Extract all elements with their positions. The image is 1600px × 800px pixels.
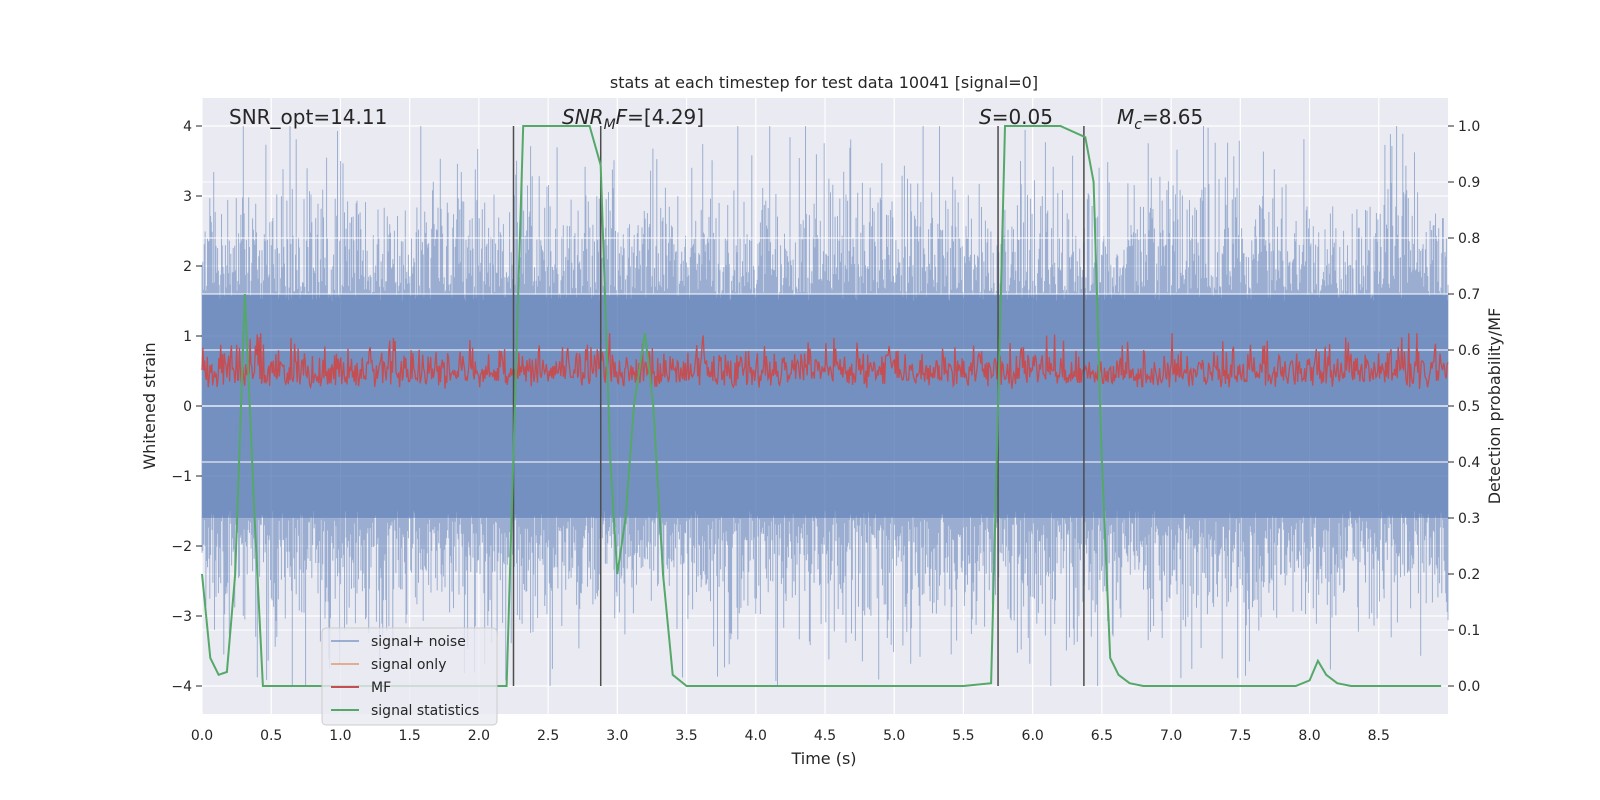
chart-title: stats at each timestep for test data 100… <box>610 73 1038 92</box>
y-tick-label: −2 <box>171 539 192 555</box>
y2-tick-label: 0.3 <box>1458 511 1480 527</box>
annotation-snr-mf-rest: =[4.29] <box>627 105 704 129</box>
y2-tick-label: 0.8 <box>1458 231 1480 247</box>
annotation-mc-main: M <box>1117 105 1134 129</box>
y2-tick-label: 1.0 <box>1458 119 1480 135</box>
y2-tick-label: 0.5 <box>1458 399 1480 415</box>
annotation-snr-mf-main: SNR <box>562 105 604 129</box>
legend-label-signal-statistics: signal statistics <box>371 703 479 719</box>
y-tick-label: 3 <box>183 189 192 205</box>
annotation-snr-mf: SNRMF=[4.29] <box>562 105 704 133</box>
y-axis-ticks: 4 3 2 1 0 −1 −2 −3 −4 <box>171 119 202 695</box>
annotation-snr-mf-sub: M <box>604 117 616 133</box>
annotation-snr-opt: SNR_opt=14.11 <box>229 105 387 129</box>
annotation-mc-sub: c <box>1134 117 1142 133</box>
x-tick-label: 1.5 <box>399 728 421 744</box>
y2-axis-label: Detection probability/MF <box>1485 308 1504 505</box>
y2-tick-label: 0.0 <box>1458 679 1480 695</box>
y-tick-label: 4 <box>183 119 192 135</box>
y2-tick-label: 0.9 <box>1458 175 1480 191</box>
x-tick-label: 6.5 <box>1091 728 1113 744</box>
annotation-s-rest: =0.05 <box>992 105 1053 129</box>
annotation-snr-mf-rest-italic: F <box>616 105 628 129</box>
annotation-s-main: S <box>979 105 992 129</box>
x-axis-ticks: 0.0 0.5 1.0 1.5 2.0 2.5 3.0 3.5 4.0 4.5 5.0 5.5 6.0 6… <box>191 728 1390 744</box>
legend-label-mf: MF <box>371 680 391 696</box>
y-tick-label: 2 <box>183 259 192 275</box>
y2-tick-label: 0.2 <box>1458 567 1480 583</box>
x-tick-label: 8.0 <box>1298 728 1320 744</box>
x-tick-label: 4.5 <box>814 728 836 744</box>
noise-trace <box>201 126 1449 686</box>
x-tick-label: 3.5 <box>675 728 697 744</box>
annotation-s: S=0.05 <box>979 105 1053 129</box>
x-tick-label: 0.0 <box>191 728 213 744</box>
y2-tick-label: 0.7 <box>1458 287 1480 303</box>
x-tick-label: 8.5 <box>1368 728 1390 744</box>
x-tick-label: 5.5 <box>952 728 974 744</box>
series-signal-plus-noise <box>201 126 1449 686</box>
x-axis-label: Time (s) <box>790 749 856 768</box>
x-tick-label: 5.0 <box>883 728 905 744</box>
y-tick-label: −4 <box>171 679 192 695</box>
y2-axis-ticks: 1.0 0.9 0.8 0.7 0.6 0.5 0.4 0.3 0.2 0.1 0.0 <box>1448 119 1480 695</box>
legend-label-signal-only: signal only <box>371 657 446 673</box>
x-tick-label: 2.5 <box>537 728 559 744</box>
y-tick-label: 0 <box>183 399 192 415</box>
x-tick-label: 4.0 <box>745 728 767 744</box>
legend-label-signal-plus-noise: signal+ noise <box>371 634 466 650</box>
annotation-mc-rest: =8.65 <box>1142 105 1203 129</box>
annotation-mc: Mc=8.65 <box>1117 105 1203 133</box>
y-tick-label: −3 <box>171 609 192 625</box>
x-tick-label: 6.0 <box>1022 728 1044 744</box>
x-tick-label: 7.5 <box>1229 728 1251 744</box>
y2-tick-label: 0.1 <box>1458 623 1480 639</box>
legend: signal+ noise signal only MF signal stat… <box>321 627 498 726</box>
x-tick-label: 3.0 <box>606 728 628 744</box>
x-tick-label: 7.0 <box>1160 728 1182 744</box>
x-tick-label: 2.0 <box>468 728 490 744</box>
y-axis-label: Whitened strain <box>140 342 159 469</box>
y2-tick-label: 0.4 <box>1458 455 1480 471</box>
y-tick-label: −1 <box>171 469 192 485</box>
x-tick-label: 1.0 <box>329 728 351 744</box>
y2-tick-label: 0.6 <box>1458 343 1480 359</box>
series-mf <box>201 333 1449 390</box>
y-tick-label: 1 <box>183 329 192 345</box>
x-tick-label: 0.5 <box>260 728 282 744</box>
mf-line <box>201 333 1449 390</box>
